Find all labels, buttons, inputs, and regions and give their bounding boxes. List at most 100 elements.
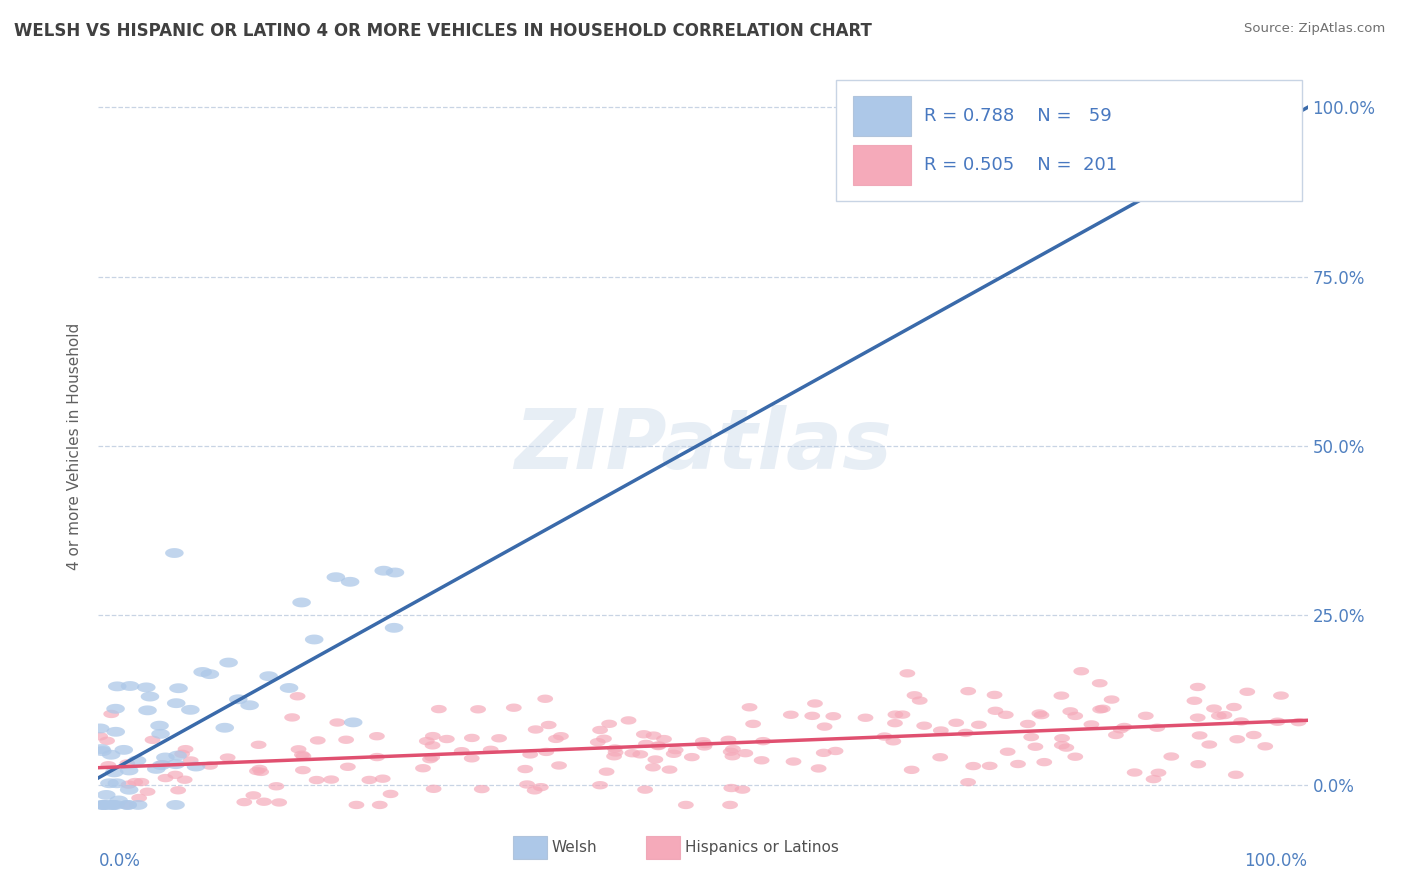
- Point: [249, 762, 271, 776]
- Point: [807, 761, 830, 775]
- Point: [233, 795, 256, 809]
- Point: [957, 684, 980, 698]
- Point: [804, 697, 827, 711]
- Point: [450, 744, 472, 758]
- Point: [97, 758, 120, 772]
- Point: [167, 681, 190, 696]
- Point: [136, 703, 159, 717]
- Point: [1123, 765, 1146, 780]
- Point: [738, 700, 761, 714]
- Point: [1007, 757, 1029, 772]
- Point: [172, 747, 194, 761]
- Point: [191, 665, 214, 679]
- Point: [515, 762, 537, 776]
- Point: [104, 702, 127, 716]
- Point: [91, 744, 114, 758]
- Point: [173, 772, 195, 787]
- Point: [962, 759, 984, 773]
- Point: [675, 797, 697, 812]
- Point: [371, 772, 394, 786]
- Point: [536, 745, 558, 759]
- Point: [1031, 708, 1053, 723]
- Point: [1059, 704, 1081, 718]
- Point: [1202, 701, 1225, 715]
- Point: [339, 574, 361, 589]
- Point: [681, 750, 703, 764]
- Point: [731, 782, 754, 797]
- Point: [929, 750, 952, 764]
- Point: [903, 688, 925, 702]
- Point: [718, 797, 741, 812]
- Point: [516, 777, 538, 791]
- Y-axis label: 4 or more Vehicles in Household: 4 or more Vehicles in Household: [67, 322, 83, 570]
- Point: [412, 761, 434, 775]
- Point: [479, 743, 502, 757]
- Point: [419, 752, 441, 766]
- Point: [359, 772, 381, 787]
- Point: [382, 621, 405, 635]
- Point: [148, 719, 170, 733]
- Point: [307, 733, 329, 747]
- Point: [117, 797, 139, 812]
- Point: [634, 782, 657, 797]
- Point: [884, 716, 907, 731]
- Point: [1109, 723, 1132, 737]
- Point: [93, 797, 115, 812]
- Point: [118, 764, 141, 778]
- Point: [420, 750, 443, 764]
- Point: [742, 717, 765, 731]
- Point: [900, 763, 922, 777]
- Point: [239, 698, 262, 713]
- Point: [641, 760, 664, 774]
- Point: [589, 778, 612, 792]
- Point: [155, 750, 177, 764]
- Point: [633, 727, 655, 741]
- Point: [104, 724, 127, 739]
- Point: [717, 732, 740, 747]
- Point: [1080, 717, 1102, 731]
- Point: [93, 797, 115, 812]
- Point: [782, 755, 804, 769]
- Point: [326, 715, 349, 730]
- Point: [325, 570, 347, 584]
- Point: [603, 749, 626, 764]
- Point: [884, 707, 907, 722]
- Point: [291, 763, 314, 777]
- Point: [721, 749, 744, 764]
- Point: [908, 693, 931, 707]
- Point: [198, 667, 221, 681]
- Point: [278, 681, 301, 695]
- Point: [135, 681, 157, 695]
- Point: [198, 758, 221, 772]
- Point: [96, 733, 118, 747]
- Point: [873, 730, 896, 744]
- Point: [693, 739, 716, 754]
- Point: [1236, 685, 1258, 699]
- Point: [823, 709, 845, 723]
- Point: [634, 737, 657, 751]
- Point: [336, 760, 359, 774]
- FancyBboxPatch shape: [853, 96, 911, 136]
- Point: [692, 734, 714, 748]
- Point: [118, 782, 141, 797]
- Point: [105, 679, 128, 693]
- Point: [929, 723, 952, 738]
- Point: [1050, 689, 1073, 703]
- Point: [368, 797, 391, 812]
- Point: [305, 772, 328, 787]
- Point: [436, 732, 458, 747]
- Point: [779, 707, 801, 722]
- Point: [662, 747, 685, 761]
- Point: [342, 715, 364, 730]
- Point: [105, 776, 128, 790]
- Point: [1105, 728, 1128, 742]
- Point: [103, 765, 125, 780]
- Point: [488, 731, 510, 746]
- Point: [287, 690, 309, 704]
- Point: [523, 783, 546, 797]
- Point: [605, 746, 627, 760]
- Point: [467, 702, 489, 716]
- Point: [1050, 738, 1073, 752]
- Text: ZIPatlas: ZIPatlas: [515, 406, 891, 486]
- Point: [427, 702, 450, 716]
